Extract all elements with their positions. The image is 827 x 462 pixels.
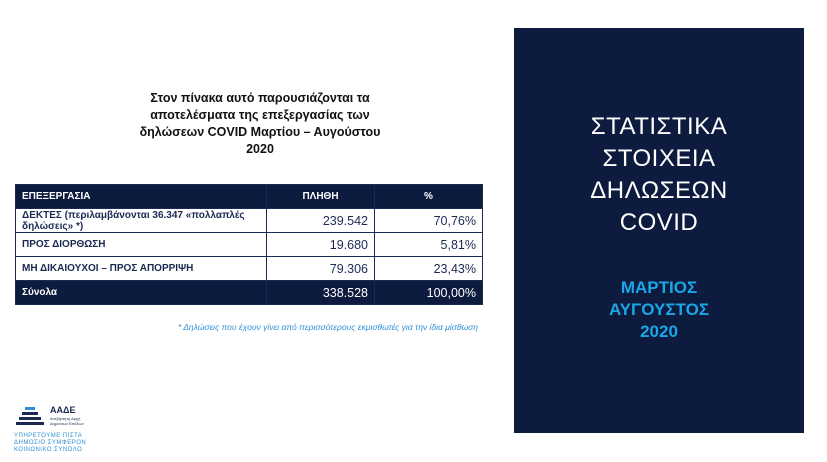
panel-title-line: COVID (619, 209, 699, 236)
motto-line: ΔΗΜΟΣΙΟ ΣΥΜΦΕΡΟΝ (14, 440, 87, 446)
motto-line: ΥΠΗΡΕΤΟΥΜΕ ΠΙΣΤΑ (14, 433, 83, 439)
row-count: 239.542 (266, 208, 375, 233)
column-header-processing: ΕΠΕΞΕΡΓΑΣΙΑ (15, 184, 267, 209)
panel-title-line: ΔΗΛΩΣΕΩΝ (590, 177, 728, 204)
logo-subtitle-line: Ανεξάρτητη Αρχή (50, 416, 81, 421)
title-panel: ΣΤΑΤΙΣΤΙΚΑ ΣΤΟΙΧΕΙΑ ΔΗΛΩΣΕΩΝ COVID ΜΑΡΤΙ… (514, 28, 804, 433)
table-total-row: Σύνολα 338.528 100,00% (15, 280, 483, 305)
panel-title: ΣΤΑΤΙΣΤΙΚΑ ΣΤΟΙΧΕΙΑ ΔΗΛΩΣΕΩΝ COVID (514, 111, 804, 239)
table-row: ΜΗ ΔΙΚΑΙΟΥΧΟΙ – ΠΡΟΣ ΑΠΟΡΡΙΨΗ 79.306 23,… (15, 256, 483, 281)
panel-period-line: ΜΑΡΤΙΟΣ (620, 278, 698, 297)
logo-name: ΑΑΔΕ (50, 405, 76, 415)
row-label: ΠΡΟΣ ΔΙΟΡΘΩΣΗ (15, 232, 267, 257)
table-row: ΔΕΚΤΕΣ (περιλαμβάνονται 36.347 «πολλαπλέ… (15, 208, 483, 233)
table-row: ΠΡΟΣ ΔΙΟΡΘΩΣΗ 19.680 5,81% (15, 232, 483, 257)
total-percent: 100,00% (374, 280, 483, 305)
intro-line: δηλώσεων COVID Μαρτίου – Αυγούστου (139, 125, 381, 139)
intro-line: αποτελέσματα της επεξεργασίας των (150, 108, 370, 122)
intro-line: 2020 (246, 142, 274, 156)
panel-period-line: 2020 (640, 322, 678, 341)
row-percent: 5,81% (374, 232, 483, 257)
footnote: * Δηλώσεις που έχουν γίνει από περισσότε… (177, 322, 478, 332)
aade-mark-icon (16, 407, 44, 425)
row-label: ΔΕΚΤΕΣ (περιλαμβάνονται 36.347 «πολλαπλέ… (15, 208, 267, 233)
logo-motto: ΥΠΗΡΕΤΟΥΜΕ ΠΙΣΤΑ ΔΗΜΟΣΙΟ ΣΥΜΦΕΡΟΝ ΚΟΙΝΩΝ… (14, 433, 86, 454)
row-percent: 70,76% (374, 208, 483, 233)
row-percent: 23,43% (374, 256, 483, 281)
column-header-percent: % (374, 184, 483, 209)
row-count: 79.306 (266, 256, 375, 281)
logo-subtitle-line: Δημοσίων Εσόδων (50, 421, 84, 426)
total-label: Σύνολα (15, 280, 267, 305)
total-count: 338.528 (266, 280, 375, 305)
table-header-row: ΕΠΕΞΕΡΓΑΣΙΑ ΠΛΗΘΗ % (15, 184, 483, 209)
panel-period: ΜΑΡΤΙΟΣ ΑΥΓΟΥΣΤΟΣ 2020 (514, 277, 804, 343)
stats-table: ΕΠΕΞΕΡΓΑΣΙΑ ΠΛΗΘΗ % ΔΕΚΤΕΣ (περιλαμβάνον… (15, 184, 483, 305)
row-label: ΜΗ ΔΙΚΑΙΟΥΧΟΙ – ΠΡΟΣ ΑΠΟΡΡΙΨΗ (15, 256, 267, 281)
logo-subtitle: Ανεξάρτητη Αρχή Δημοσίων Εσόδων (50, 416, 110, 426)
column-header-count: ΠΛΗΘΗ (266, 184, 375, 209)
panel-title-line: ΣΤΟΙΧΕΙΑ (602, 145, 716, 172)
intro-line: Στον πίνακα αυτό παρουσιάζονται τα (150, 91, 370, 105)
panel-period-line: ΑΥΓΟΥΣΤΟΣ (608, 300, 710, 319)
row-count: 19.680 (266, 232, 375, 257)
panel-title-line: ΣΤΑΤΙΣΤΙΚΑ (590, 113, 728, 140)
motto-line: ΚΟΙΝΩΝΙΚΟ ΣΥΝΟΛΟ (14, 447, 83, 453)
intro-text: Στον πίνακα αυτό παρουσιάζονται τα αποτε… (110, 90, 410, 158)
